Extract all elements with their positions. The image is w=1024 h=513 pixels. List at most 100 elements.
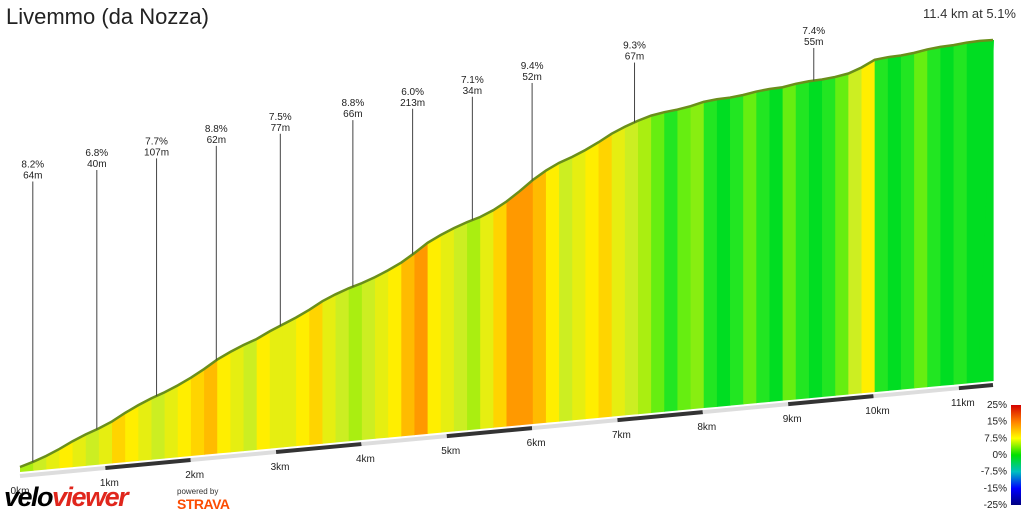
profile-slice xyxy=(46,448,61,470)
profile-slice xyxy=(269,324,284,449)
profile-slice xyxy=(388,262,402,438)
gradient-legend-label: -25% xyxy=(984,500,1007,511)
profile-slice xyxy=(309,301,324,445)
logo-part-velo: velo xyxy=(4,482,54,512)
km-block xyxy=(873,386,960,399)
gradient-legend-label: 7.5% xyxy=(984,433,1007,444)
segment-gradient-label: 6.8% xyxy=(85,148,108,159)
profile-slice xyxy=(414,242,429,436)
segment-gradient-label: 7.5% xyxy=(269,112,292,123)
segment-gradient-label: 6.0% xyxy=(401,87,424,98)
km-block xyxy=(617,410,703,423)
km-tick-label: 1km xyxy=(100,478,119,489)
profile-slice xyxy=(98,421,113,465)
segment-gradient-label: 7.4% xyxy=(802,26,825,37)
profile-slice xyxy=(914,49,928,389)
profile-slice xyxy=(361,277,376,441)
segment-gradient-label: 9.3% xyxy=(623,41,646,52)
strava-logo: STRAVA xyxy=(177,496,230,512)
profile-slice xyxy=(730,94,744,406)
segment-length-label: 62m xyxy=(207,135,226,146)
km-block xyxy=(361,434,447,447)
profile-slice xyxy=(900,52,915,390)
segment-gradient-label: 7.1% xyxy=(461,75,484,86)
profile-slice xyxy=(480,210,494,429)
profile-slice xyxy=(348,283,363,442)
profile-slice xyxy=(874,57,889,393)
profile-slice xyxy=(20,461,34,472)
profile-slice xyxy=(519,180,534,426)
km-tick-label: 0km xyxy=(11,486,30,497)
profile-slice xyxy=(204,359,218,455)
segment-length-label: 34m xyxy=(463,86,482,97)
gradient-legend-bar xyxy=(1011,405,1021,505)
profile-slice xyxy=(453,222,468,432)
profile-slice xyxy=(335,288,350,443)
segment-length-label: 107m xyxy=(144,147,169,158)
profile-slice xyxy=(808,79,823,399)
segment-length-label: 77m xyxy=(271,123,290,134)
km-block xyxy=(787,394,874,407)
profile-slice xyxy=(703,99,718,409)
km-tick-label: 2km xyxy=(185,470,204,481)
profile-slice xyxy=(769,87,784,402)
km-block xyxy=(702,402,789,415)
km-block xyxy=(275,442,362,455)
profile-slice xyxy=(401,253,416,437)
profile-slice xyxy=(598,133,613,418)
km-tick-label: 4km xyxy=(356,454,375,465)
profile-slice xyxy=(940,45,955,386)
profile-slice xyxy=(677,106,692,411)
segment-gradient-label: 9.4% xyxy=(521,61,544,72)
profile-slice xyxy=(256,331,271,450)
km-block xyxy=(19,466,106,478)
segment-length-label: 64m xyxy=(23,170,42,181)
profile-slice xyxy=(177,377,192,458)
profile-slice xyxy=(230,345,245,453)
profile-slice xyxy=(493,201,508,428)
profile-slice xyxy=(624,120,639,416)
profile-slice xyxy=(217,351,231,454)
distance-tick-labels: 0km 1km 2km 3km 4km 5km 6km 7km 8km 9km 10km 11km xyxy=(11,398,975,497)
profile-slice xyxy=(125,405,139,463)
km-tick-label: 9km xyxy=(783,414,802,425)
profile-slice xyxy=(112,412,126,464)
profile-slice xyxy=(506,191,521,427)
gradient-legend-label: 15% xyxy=(987,417,1007,428)
profile-slice xyxy=(164,385,179,459)
profile-slice xyxy=(282,317,297,448)
profile-slice xyxy=(138,398,153,461)
profile-outline xyxy=(19,38,994,469)
segment-length-label: 52m xyxy=(522,72,541,83)
segment-length-label: 66m xyxy=(343,109,362,120)
profile-slice xyxy=(611,126,626,417)
veloviewer-logo: veloviewer xyxy=(4,482,129,513)
profile-slice xyxy=(545,162,560,423)
profile-slice xyxy=(953,42,968,385)
profile-slice xyxy=(966,40,981,384)
segment-gradient-label: 7.7% xyxy=(145,136,168,147)
page-title: Livemmo (da Nozza) xyxy=(6,4,209,29)
profile-slice xyxy=(532,170,547,425)
gradient-legend-label: -7.5% xyxy=(981,467,1007,478)
profile-slice xyxy=(743,91,757,405)
profile-slice xyxy=(559,156,573,422)
profile-slice xyxy=(467,216,481,431)
profile-slice xyxy=(795,81,810,400)
segment-annotations: 8.2%64m6.8%40m7.7%107m8.8%62m7.5%77m8.8%… xyxy=(21,26,825,462)
profile-slice xyxy=(190,369,205,457)
profile-slice xyxy=(927,46,942,388)
powered-by-label: powered by xyxy=(177,487,219,496)
profile-slice xyxy=(33,455,47,471)
km-block xyxy=(446,426,533,439)
profile-slice xyxy=(85,428,100,466)
profile-slice xyxy=(322,294,337,444)
profile-slice xyxy=(427,235,442,434)
segment-length-label: 55m xyxy=(804,37,823,48)
km-tick-label: 11km xyxy=(951,398,975,409)
km-tick-label: 3km xyxy=(271,462,290,473)
logo-part-viewer: viewer xyxy=(52,482,129,512)
segment-gradient-label: 8.8% xyxy=(341,98,364,109)
profile-slice xyxy=(440,228,455,433)
